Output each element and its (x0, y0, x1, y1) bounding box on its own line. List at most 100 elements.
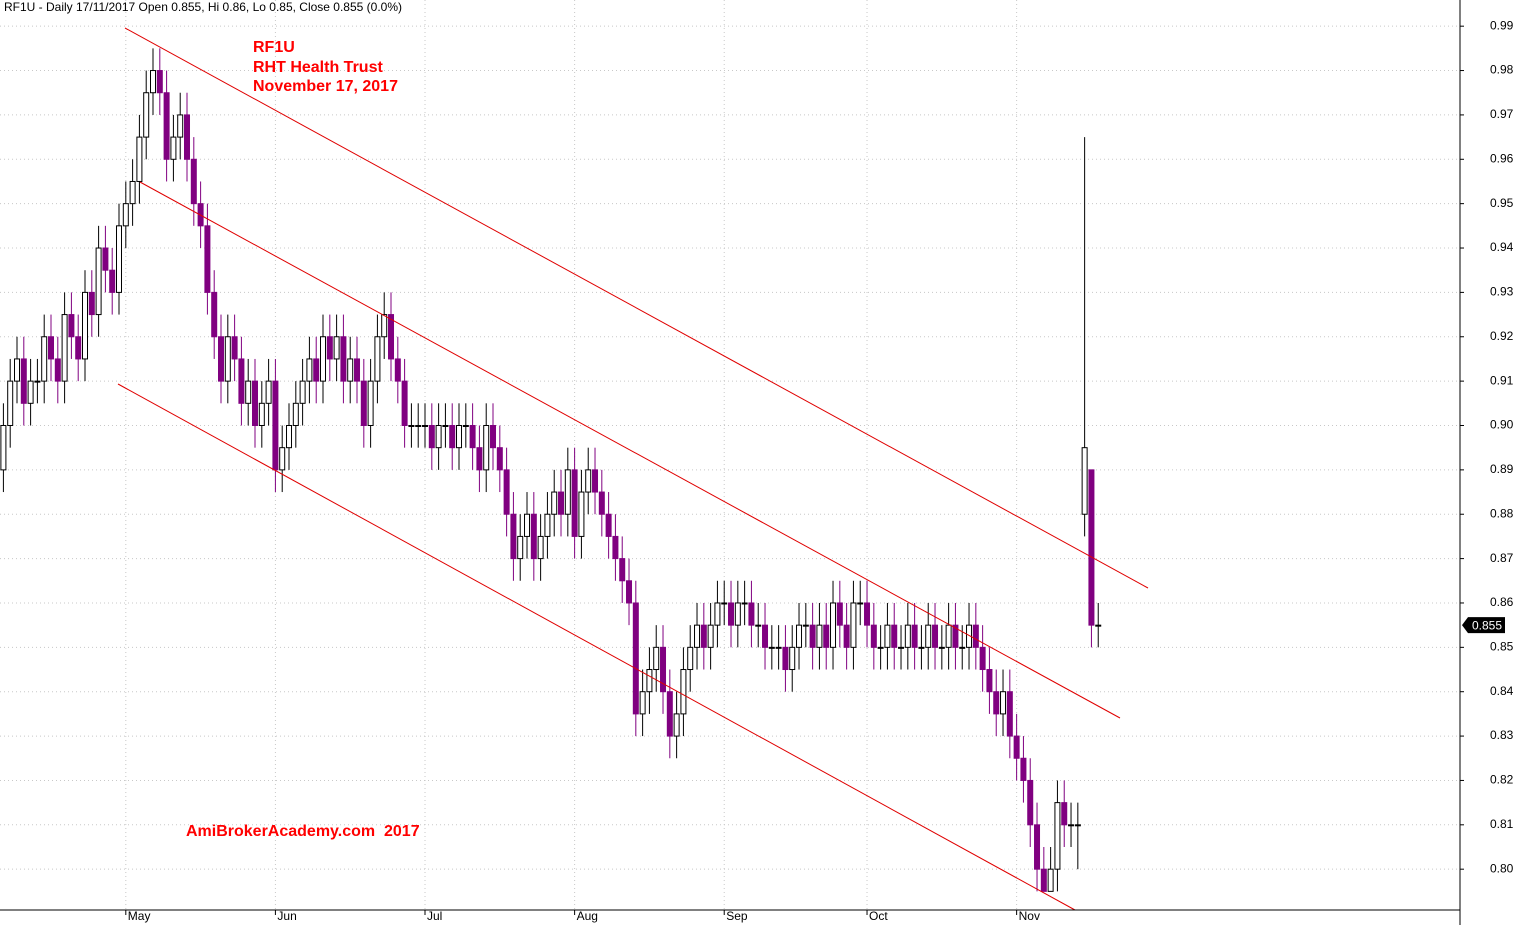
candle-body (530, 513, 537, 560)
candle-body (578, 491, 585, 537)
candle-body (660, 646, 667, 693)
candle-body (245, 380, 252, 404)
last-price-label: 0.855 (1472, 618, 1502, 632)
candle-body (775, 646, 782, 649)
y-tick-label: 0.84 (1490, 684, 1514, 698)
trend-line (117, 383, 1076, 911)
candle-body (1013, 735, 1020, 759)
y-tick-label: 0.85 (1490, 640, 1514, 654)
candle-body (537, 535, 544, 560)
candle-body (1081, 447, 1088, 515)
candle-body (1027, 779, 1034, 826)
candle-body (156, 70, 163, 94)
trend-line (139, 181, 1121, 719)
candle-body (748, 602, 755, 626)
annotation: November 17, 2017 (253, 78, 398, 95)
y-tick-label: 0.96 (1490, 151, 1514, 165)
candle-body (1020, 757, 1027, 781)
candle-body (762, 624, 769, 648)
candle-body (238, 358, 245, 404)
candle-body (422, 424, 429, 427)
candle-body (585, 469, 592, 493)
candle-body (401, 380, 408, 426)
candle-body (442, 424, 449, 427)
grid-layer (0, 0, 1460, 910)
candle-body (82, 291, 89, 360)
candle-body (524, 513, 531, 537)
y-tick-label: 0.86 (1490, 595, 1514, 609)
candle-body (1088, 469, 1095, 626)
candle-body (646, 669, 653, 693)
y-tick-label: 0.91 (1490, 373, 1514, 387)
x-tick-label: Jul (427, 909, 442, 923)
annotation: RF1U (253, 39, 295, 56)
candle-body (816, 624, 823, 648)
candle-body (143, 92, 150, 138)
y-tick-label: 0.83 (1490, 728, 1514, 742)
annotation: AmiBrokerAcademy.com 2017 (186, 823, 420, 840)
candle-body (462, 424, 469, 427)
candle-body (354, 358, 361, 382)
axis-layer: 0.80 0.81 0.82 0.83 0.84 0.85 0.86 0.87 0.88 0.89… (125, 18, 1514, 923)
candle-body (734, 602, 741, 626)
candle-body (700, 624, 707, 648)
candle-body (877, 646, 884, 649)
candle-body (823, 624, 830, 648)
candle-body (1068, 824, 1075, 827)
candle-body (20, 358, 27, 404)
candle-body (116, 225, 123, 293)
candle-body (272, 380, 279, 471)
candle-body (898, 646, 905, 649)
candle-body (558, 491, 565, 515)
candle-body (864, 602, 871, 626)
candle-body (1040, 868, 1047, 892)
candle-body (408, 424, 415, 427)
candle-body (993, 691, 1000, 715)
y-tick-label: 0.94 (1490, 240, 1514, 254)
candle-body (612, 535, 619, 560)
x-tick-label: Oct (869, 909, 888, 923)
candle-body (286, 424, 293, 449)
candle-body (340, 336, 347, 382)
candle-body (75, 336, 82, 360)
x-tick-label: Sep (726, 909, 748, 923)
candle-body (211, 291, 218, 338)
y-tick-label: 0.82 (1490, 773, 1514, 787)
candle-body (129, 180, 136, 205)
candle-body (938, 646, 945, 649)
candle-body (0, 424, 7, 471)
y-tick-label: 0.95 (1490, 196, 1514, 210)
candle-body (150, 70, 157, 94)
candle-body (796, 624, 803, 648)
candle-body (231, 336, 238, 360)
candle-layer (0, 48, 1102, 892)
x-tick-label: Aug (577, 909, 598, 923)
candle-body (1047, 868, 1054, 892)
y-tick-label: 0.98 (1490, 63, 1514, 77)
y-tick-label: 0.89 (1490, 462, 1514, 476)
candle-body (666, 691, 673, 737)
y-tick-label: 0.80 (1490, 861, 1514, 875)
candle-body (952, 624, 959, 648)
candle-body (184, 114, 191, 160)
candle-body (1074, 824, 1081, 827)
candle-body (544, 513, 551, 537)
candle-body (843, 624, 850, 648)
candle-body (347, 358, 354, 382)
candle-body (109, 269, 116, 293)
candle-body (88, 291, 95, 316)
y-tick-label: 0.90 (1490, 418, 1514, 432)
candle-body (320, 336, 327, 382)
candle-body (707, 624, 714, 648)
candle-body (374, 336, 381, 382)
candle-body (809, 624, 816, 648)
candle-body (61, 314, 68, 382)
candle-body (496, 447, 503, 471)
candle-body (986, 669, 993, 693)
candle-body (490, 424, 497, 449)
candle-body (306, 358, 313, 382)
candle-body (728, 602, 735, 626)
candle-body (830, 602, 837, 648)
candle-body (564, 469, 571, 515)
candle-body (1061, 802, 1068, 826)
